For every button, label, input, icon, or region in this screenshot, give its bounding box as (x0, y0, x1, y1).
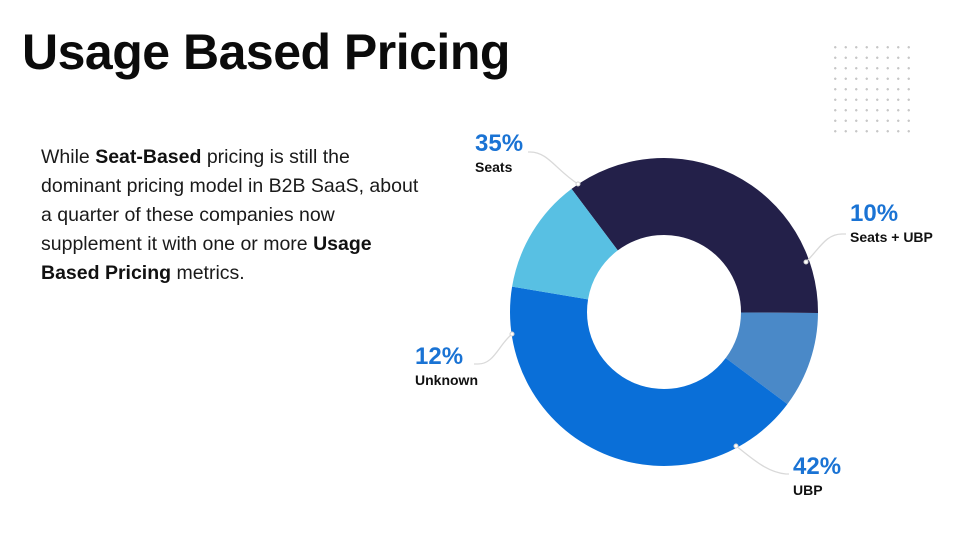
slice-labels: 35% Seats 10% Seats + UBP 42% UBP 12% Unknown (415, 130, 933, 498)
decorative-dot-grid (830, 42, 918, 134)
slice-seats (571, 157, 818, 314)
leader-dot-seats (575, 181, 581, 187)
slice-unknown (512, 188, 618, 300)
data-label-seats-ubp: 10% (850, 200, 898, 227)
bold-term-usage-based-pricing: Usage Based Pricing (41, 233, 372, 284)
leader-dot-seats-ubp (803, 259, 809, 265)
data-label-seats: 35% (475, 130, 523, 157)
leader-line-unknown (474, 333, 513, 365)
data-label-unknown: 12% (415, 343, 463, 370)
leader-dot-unknown (509, 331, 515, 337)
category-label-unknown: Unknown (415, 372, 478, 388)
bold-term-seat-based: Seat-Based (95, 146, 202, 168)
slide-title: Usage Based Pricing (22, 24, 510, 80)
donut-slices (509, 157, 818, 467)
category-label-seats: Seats (475, 159, 513, 175)
category-label-ubp: UBP (793, 482, 823, 498)
leader-line-seats (528, 151, 579, 185)
leader-line-seats-ubp (805, 233, 846, 263)
category-label-seats-ubp: Seats + UBP (850, 229, 933, 245)
leader-lines (474, 151, 846, 475)
leader-line-ubp (735, 445, 789, 475)
slice-ubp (509, 286, 788, 467)
text-segment: pricing is still the dominant pricing mo… (41, 146, 419, 255)
text-segment: While (41, 146, 96, 168)
data-label-ubp: 42% (793, 453, 841, 480)
description-paragraph: While Seat-Based pricing is still the do… (41, 143, 421, 288)
text-segment: metrics. (171, 262, 245, 284)
leader-dot-ubp (733, 443, 739, 449)
slice-seats-ubp (725, 312, 818, 405)
